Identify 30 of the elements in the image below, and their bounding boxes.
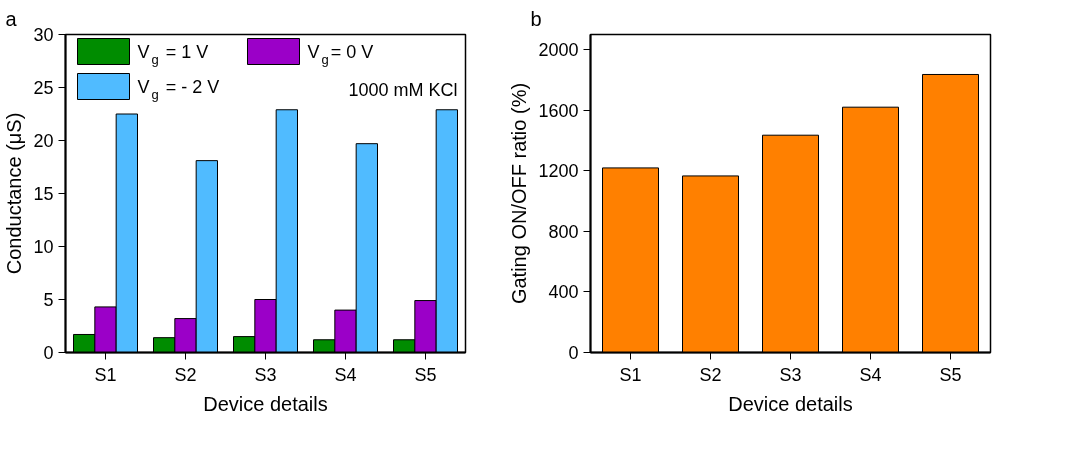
y-axis-title: Conductance (μS) <box>3 112 26 275</box>
y-tick-label: 15 <box>33 184 54 204</box>
x-tick-label: S2 <box>174 364 197 385</box>
x-tick-label: S4 <box>334 364 357 385</box>
y-tick-label: 0 <box>568 343 579 363</box>
x-tick-label: S1 <box>94 364 117 385</box>
y-tick-label: 25 <box>33 78 54 98</box>
y-tick-label: 30 <box>33 25 54 45</box>
y-tick-label: 5 <box>43 290 54 310</box>
x-axis-title: Device details <box>203 392 328 415</box>
text: a <box>5 7 18 30</box>
y-tick-label: 2000 <box>538 40 579 61</box>
x-tick-label: S4 <box>859 364 882 385</box>
x-tick-label: S1 <box>619 364 642 385</box>
annotation: 1000 mM KCl <box>348 79 458 100</box>
y-tick-label: 400 <box>548 282 579 303</box>
y-tick-label: 1600 <box>538 100 579 121</box>
x-axis-title: Device details <box>728 392 853 415</box>
y-tick-label: 20 <box>33 131 54 151</box>
x-tick-label: S5 <box>414 364 437 385</box>
x-tick-label: S2 <box>699 364 722 385</box>
y-axis-title: Gating ON/OFF ratio (%) <box>508 82 531 305</box>
y-tick-label: 10 <box>33 237 54 257</box>
y-tick-label: 800 <box>548 221 579 242</box>
text: b <box>530 7 542 30</box>
y-tick-label: 0 <box>43 343 54 363</box>
x-tick-label: S3 <box>254 364 277 385</box>
y-tick-label: 1200 <box>538 161 579 182</box>
x-tick-label: S3 <box>779 364 802 385</box>
x-tick-label: S5 <box>939 364 962 385</box>
